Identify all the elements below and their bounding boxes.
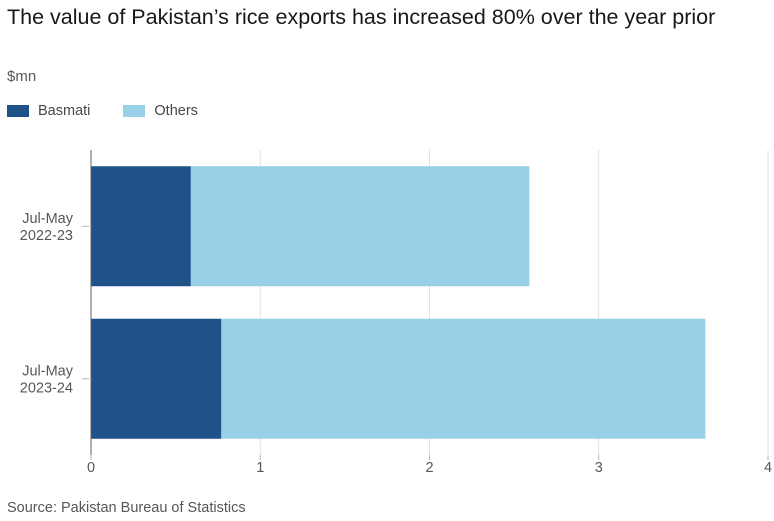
unit-label: $mn [7,68,37,85]
legend-swatch-basmati [7,105,29,117]
x-tick-label-2: 2 [425,460,433,476]
category-label-1-1: 2023-24 [20,380,73,396]
legend-item-basmati: Basmati [7,103,90,119]
x-tick-label-0: 0 [87,460,95,476]
x-tick-label-1: 1 [256,460,264,476]
bar-others-0 [190,166,530,287]
legend-item-others: Others [123,103,198,119]
category-label-1-0: Jul-May [22,363,74,379]
bar-basmati-1 [91,318,222,439]
legend: Basmati Others [7,103,231,119]
bar-basmati-0 [91,166,191,287]
source-note: Source: Pakistan Bureau of Statistics [7,500,246,516]
category-label-0-1: 2022-23 [20,228,73,244]
category-label-0-0: Jul-May [22,211,74,227]
bar-others-1 [221,318,706,439]
x-tick-label-3: 3 [595,460,603,476]
legend-swatch-others [123,105,146,117]
legend-label-basmati: Basmati [38,103,91,119]
x-tick-label-4: 4 [764,460,772,476]
legend-label-others: Others [154,103,198,119]
chart-title: The value of Pakistan’s rice exports has… [7,5,716,29]
